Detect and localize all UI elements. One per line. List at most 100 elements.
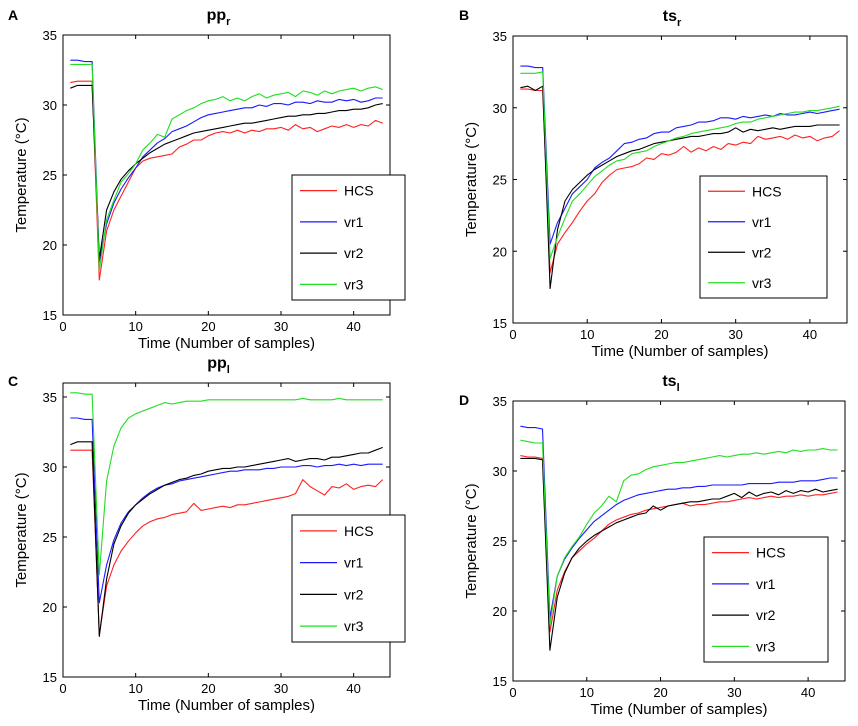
legend-label-vr3: vr3: [756, 638, 776, 654]
y-tick-label: 30: [493, 101, 507, 116]
y-tick-label: 30: [43, 460, 57, 475]
series-line-vr1: [70, 59, 383, 263]
legend-label-vr2: vr2: [752, 244, 772, 260]
y-axis-label: Temperature (°C): [463, 483, 480, 598]
y-tick-label: 25: [43, 168, 57, 183]
x-axis-label: Time (Number of samples): [591, 701, 768, 718]
series-line-hcs: [70, 80, 383, 281]
legend-label-hcs: HCS: [344, 183, 374, 199]
x-tick-label: 10: [128, 319, 142, 334]
y-tick-label: 35: [43, 390, 57, 405]
y-tick-label: 15: [43, 308, 57, 323]
y-tick-label: 25: [43, 530, 57, 545]
legend-label-hcs: HCS: [756, 545, 786, 561]
panel-title-main: pp: [207, 7, 227, 24]
y-tick-label: 20: [493, 244, 507, 259]
legend: HCS vr1 vr2 vr3: [703, 536, 829, 663]
x-tick-label: 40: [803, 327, 817, 342]
y-tick-label: 20: [493, 604, 507, 619]
x-tick-label: 30: [274, 319, 288, 334]
x-axis-label: Time (Number of samples): [138, 335, 315, 352]
x-tick-label: 20: [201, 319, 215, 334]
legend-label-vr1: vr1: [344, 555, 364, 571]
legend-label-hcs: HCS: [752, 183, 782, 199]
x-tick-label: 10: [580, 685, 594, 700]
legend-label-vr2: vr2: [756, 607, 776, 623]
legend: HCS vr1 vr2 vr3: [291, 174, 406, 301]
y-tick-label: 30: [43, 98, 57, 113]
series-line-vr2: [70, 441, 383, 637]
x-axis-label: Time (Number of samples): [138, 697, 315, 714]
legend-label-vr2: vr2: [344, 245, 364, 261]
legend-label-vr3: vr3: [344, 618, 364, 634]
legend-label-vr2: vr2: [344, 586, 364, 602]
y-tick-label: 15: [493, 674, 507, 689]
x-tick-label: 40: [346, 319, 360, 334]
y-tick-label: 30: [493, 464, 507, 479]
x-tick-label: 30: [728, 327, 742, 342]
series-line-vr2: [520, 85, 840, 290]
x-tick-label: 30: [274, 681, 288, 696]
panel-title: ppl: [207, 355, 230, 376]
series-line-vr1: [520, 65, 840, 245]
y-tick-label: 35: [493, 394, 507, 409]
x-tick-label: 30: [727, 685, 741, 700]
legend-label-vr1: vr1: [752, 214, 772, 230]
series-line-vr2: [520, 457, 838, 651]
panel-letter: B: [459, 7, 469, 23]
y-axis-label: Temperature (°C): [13, 117, 30, 232]
legend-box: [291, 174, 406, 301]
panel-title-main: ts: [663, 8, 677, 25]
x-tick-label: 40: [346, 681, 360, 696]
legend: HCS vr1 vr2 vr3: [291, 514, 406, 643]
panel-letter: A: [8, 7, 18, 23]
series-line-vr3: [70, 392, 383, 576]
panel-title-subscript: l: [227, 364, 230, 376]
panel-title-main: ts: [662, 373, 676, 390]
y-tick-label: 25: [493, 534, 507, 549]
x-tick-label: 10: [128, 681, 142, 696]
y-axis-label: Temperature (°C): [463, 122, 480, 237]
legend-box: [699, 175, 828, 299]
x-tick-label: 40: [801, 685, 815, 700]
y-tick-label: 25: [493, 173, 507, 188]
y-tick-label: 15: [493, 316, 507, 331]
y-tick-label: 20: [43, 600, 57, 615]
series-line-vr2: [70, 84, 383, 260]
y-tick-label: 35: [43, 28, 57, 43]
y-tick-label: 35: [493, 29, 507, 44]
panel-title: tsl: [662, 373, 679, 394]
series-line-hcs: [520, 88, 840, 274]
x-tick-label: 10: [580, 327, 594, 342]
x-tick-label: 0: [59, 319, 66, 334]
series-line-hcs: [70, 449, 384, 636]
series-line-vr1: [70, 417, 383, 604]
panel-title-main: pp: [207, 355, 227, 372]
panel-title: ppr: [207, 7, 232, 28]
series-line-vr3: [520, 439, 838, 626]
legend-label-vr1: vr1: [344, 214, 364, 230]
panel-letter: D: [459, 392, 469, 408]
legend-label-hcs: HCS: [344, 523, 374, 539]
legend-box: [703, 536, 829, 663]
panel-title: tsr: [663, 8, 682, 29]
x-tick-label: 20: [201, 681, 215, 696]
y-tick-label: 15: [43, 670, 57, 685]
x-tick-label: 0: [509, 685, 516, 700]
panel-title-subscript: r: [226, 16, 231, 28]
x-axis-label: Time (Number of samples): [592, 343, 769, 360]
legend-box: [291, 514, 406, 643]
legend-label-vr3: vr3: [752, 275, 772, 291]
legend-label-vr1: vr1: [756, 576, 776, 592]
series-line-vr1: [520, 425, 838, 619]
x-tick-label: 20: [654, 327, 668, 342]
x-tick-label: 20: [653, 685, 667, 700]
x-tick-label: 0: [509, 327, 516, 342]
panel-title-subscript: l: [677, 382, 680, 394]
legend: HCS vr1 vr2 vr3: [699, 175, 828, 299]
